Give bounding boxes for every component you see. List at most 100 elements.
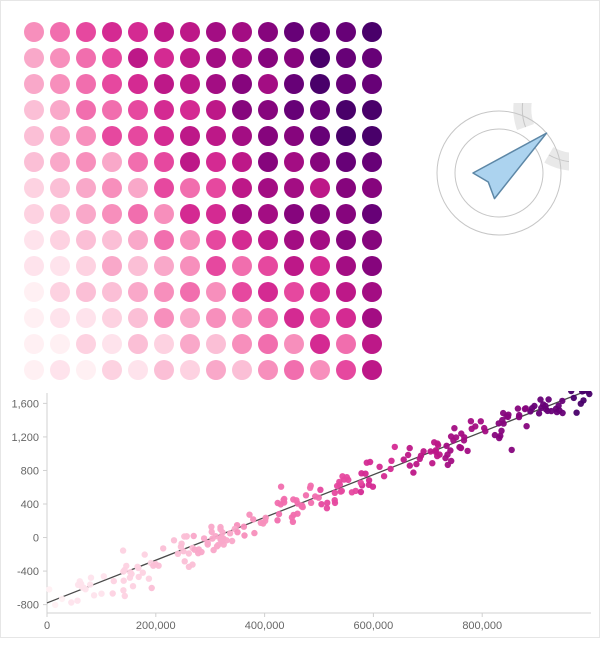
scatter-point xyxy=(198,549,204,555)
heatmap-dot xyxy=(310,282,330,302)
heatmap-dot xyxy=(154,74,174,94)
heatmap-dot xyxy=(336,282,356,302)
heatmap-dot xyxy=(24,334,44,354)
heatmap-dot xyxy=(206,256,226,276)
heatmap-dot xyxy=(258,282,278,302)
scatter-point xyxy=(280,497,286,503)
heatmap-dot xyxy=(336,100,356,120)
scatter-point xyxy=(509,447,515,453)
scatter-point xyxy=(59,596,65,602)
heatmap-dot xyxy=(232,282,252,302)
heatmap-dot xyxy=(102,126,122,146)
heatmap-dot xyxy=(206,230,226,250)
heatmap-dot xyxy=(50,334,70,354)
heatmap-dot xyxy=(336,48,356,68)
scatter-point xyxy=(578,401,584,407)
heatmap-dot xyxy=(362,48,382,68)
scatter-point xyxy=(586,391,592,397)
scatter-point xyxy=(260,520,266,526)
heatmap-dot xyxy=(180,256,200,276)
heatmap-dot xyxy=(206,360,226,380)
scatter-point xyxy=(405,452,411,458)
heatmap-dot xyxy=(102,334,122,354)
y-tick-label: 400 xyxy=(21,499,39,511)
y-tick-label: -800 xyxy=(17,600,39,612)
compass-gauge xyxy=(429,103,569,243)
scatter-point xyxy=(223,537,229,543)
heatmap-dot xyxy=(180,308,200,328)
scatter-chart: -800-40004008001,2001,6000200,000400,000… xyxy=(1,391,600,661)
heatmap-dot xyxy=(206,74,226,94)
heatmap-dot xyxy=(24,360,44,380)
heatmap-dot xyxy=(128,74,148,94)
heatmap-dot xyxy=(336,204,356,224)
heatmap-dot xyxy=(76,230,96,250)
x-tick-label: 600,000 xyxy=(354,620,394,632)
heatmap-dot xyxy=(154,126,174,146)
heatmap-dot xyxy=(128,334,148,354)
scatter-point xyxy=(376,464,382,470)
heatmap-dot xyxy=(154,230,174,250)
scatter-point xyxy=(189,561,195,567)
scatter-point xyxy=(88,575,94,581)
scatter-point xyxy=(358,480,364,486)
scatter-point xyxy=(464,448,470,454)
heatmap-dot xyxy=(154,152,174,172)
scatter-point xyxy=(294,511,300,517)
heatmap-dot xyxy=(362,74,382,94)
heatmap-dot xyxy=(258,100,278,120)
scatter-point xyxy=(481,425,487,431)
scatter-point xyxy=(344,474,350,480)
scatter-point xyxy=(295,500,301,506)
heatmap-dot xyxy=(310,152,330,172)
scatter-point xyxy=(523,405,529,411)
heatmap-dot xyxy=(310,230,330,250)
heatmap-dot xyxy=(258,230,278,250)
heatmap-dot xyxy=(362,126,382,146)
heatmap-dot xyxy=(102,256,122,276)
heatmap-dot xyxy=(310,74,330,94)
heatmap-dot xyxy=(128,152,148,172)
scatter-point xyxy=(366,482,372,488)
scatter-point xyxy=(227,530,233,536)
heatmap-dot xyxy=(258,334,278,354)
heatmap-dot xyxy=(284,256,304,276)
scatter-point xyxy=(469,426,475,432)
heatmap-dot xyxy=(154,282,174,302)
heatmap-dot xyxy=(284,204,304,224)
heatmap-dot xyxy=(284,126,304,146)
heatmap-dot xyxy=(284,334,304,354)
heatmap-dot xyxy=(258,126,278,146)
x-tick-label: 0 xyxy=(44,620,50,632)
scatter-point xyxy=(98,591,104,597)
y-tick-label: 0 xyxy=(33,533,39,545)
scatter-point xyxy=(515,405,521,411)
scatter-point xyxy=(417,456,423,462)
scatter-point xyxy=(303,492,309,498)
heatmap-dot xyxy=(206,282,226,302)
heatmap-dot xyxy=(206,48,226,68)
heatmap-dot xyxy=(284,100,304,120)
heatmap-dot xyxy=(76,178,96,198)
heatmap-dot xyxy=(362,256,382,276)
heatmap-dot xyxy=(102,74,122,94)
heatmap-dot xyxy=(50,230,70,250)
heatmap-dot xyxy=(76,256,96,276)
scatter-point xyxy=(150,563,156,569)
scatter-point xyxy=(74,598,80,604)
heatmap-dot xyxy=(362,100,382,120)
scatter-point xyxy=(555,403,561,409)
heatmap-dot xyxy=(76,126,96,146)
heatmap-dot xyxy=(284,22,304,42)
scatter-point xyxy=(358,489,364,495)
scatter-point xyxy=(229,538,235,544)
scatter-point xyxy=(332,490,338,496)
scatter-point xyxy=(289,514,295,520)
heatmap-dot xyxy=(258,308,278,328)
heatmap-dot xyxy=(284,308,304,328)
heatmap-dot xyxy=(206,334,226,354)
scatter-point xyxy=(263,515,269,521)
scatter-point xyxy=(307,485,313,491)
scatter-point xyxy=(127,575,133,581)
heatmap-dot xyxy=(154,100,174,120)
